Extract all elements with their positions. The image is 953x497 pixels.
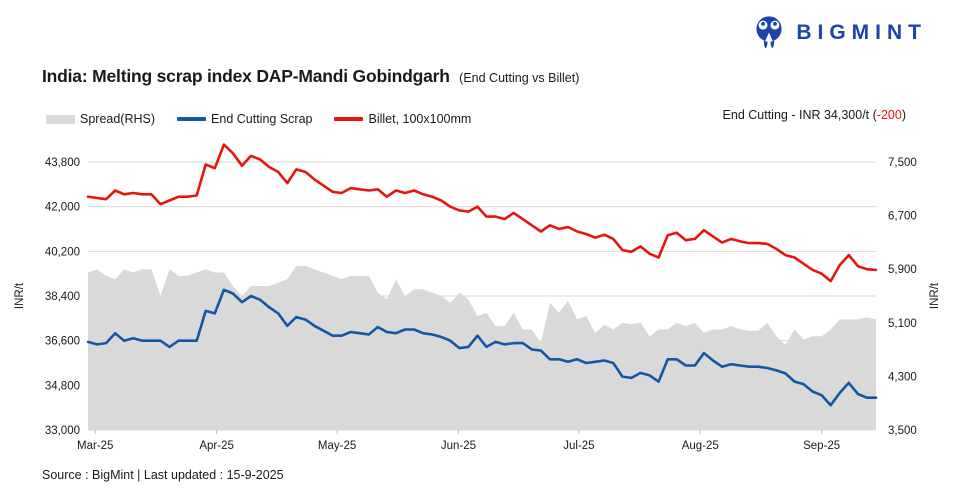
- x-tick-label: Mar-25: [77, 440, 113, 452]
- annotation-prefix: End Cutting - INR 34,300/t (: [722, 108, 877, 122]
- brand-text: BIGMINT: [796, 21, 927, 44]
- title-row: India: Melting scrap index DAP-Mandi Gob…: [42, 66, 579, 87]
- right-axis-title: INR/t: [929, 282, 941, 310]
- left-tick-label: 33,000: [45, 425, 80, 437]
- x-tick-label: Apr-25: [199, 440, 234, 452]
- legend-item-spread: Spread(RHS): [46, 112, 155, 126]
- x-tick-label: Aug-25: [682, 440, 719, 452]
- legend-item-billet: Billet, 100x100mm: [334, 112, 471, 126]
- spread-swatch: [46, 114, 75, 124]
- left-tick-label: 34,800: [45, 380, 80, 392]
- page-title: India: Melting scrap index DAP-Mandi Gob…: [42, 66, 450, 86]
- end-cutting-swatch: [177, 117, 207, 121]
- left-tick-label: 36,600: [45, 336, 80, 348]
- annotation-change: -200: [876, 108, 902, 122]
- left-tick-label: 40,200: [45, 246, 80, 258]
- legend-item-end-cutting: End Cutting Scrap: [177, 112, 312, 126]
- x-tick-label: Sep-25: [803, 440, 840, 452]
- chart-legend: Spread(RHS) End Cutting Scrap Billet, 10…: [46, 112, 471, 126]
- annotation-suffix: ): [901, 108, 906, 122]
- right-tick-label: 6,700: [888, 211, 917, 223]
- right-tick-label: 5,900: [888, 264, 917, 276]
- left-tick-label: 42,000: [45, 202, 80, 214]
- x-tick-label: Jul-25: [563, 440, 594, 452]
- x-tick-label: May-25: [318, 440, 356, 452]
- title-subtitle: (End Cutting vs Billet): [459, 71, 580, 85]
- left-axis-title: INR/t: [14, 282, 26, 310]
- right-tick-label: 7,500: [888, 157, 917, 169]
- legend-label-spread: Spread(RHS): [80, 112, 156, 126]
- bigmint-logo-icon: [756, 16, 782, 49]
- right-tick-label: 4,300: [888, 371, 917, 383]
- billet-line: [86, 143, 878, 283]
- x-tick-label: Jun-25: [441, 440, 476, 452]
- left-tick-label: 38,400: [45, 291, 80, 303]
- source-note: Source : BigMint | Last updated : 15-9-2…: [42, 468, 284, 482]
- latest-price-annotation: End Cutting - INR 34,300/t (-200): [723, 108, 906, 122]
- legend-label-end-cutting: End Cutting Scrap: [211, 112, 313, 126]
- billet-swatch: [334, 117, 364, 121]
- right-tick-label: 5,100: [888, 318, 917, 330]
- legend-label-billet: Billet, 100x100mm: [368, 112, 472, 126]
- end-cutting-line: [86, 288, 878, 407]
- bigmint-logo: BIGMINT: [751, 13, 927, 53]
- spread-area: [88, 265, 876, 430]
- left-tick-label: 43,800: [45, 157, 80, 169]
- right-tick-label: 3,500: [888, 425, 917, 437]
